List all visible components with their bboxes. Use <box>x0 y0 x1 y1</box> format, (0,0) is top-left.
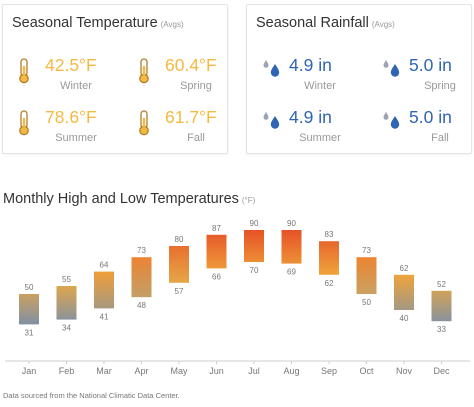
x-tick-label-feb: Feb <box>59 366 75 376</box>
temperature-bar-sep <box>319 241 339 275</box>
high-label-aug: 90 <box>287 219 296 228</box>
temperature-bar-jun <box>206 234 227 269</box>
chart-subtitle: (°F) <box>241 196 256 205</box>
low-label-aug: 69 <box>287 268 296 277</box>
chart-title-text: Monthly High and Low Temperatures <box>3 191 239 207</box>
raindrops-icon <box>381 58 403 85</box>
temperature-winter-label: Winter <box>60 80 92 92</box>
low-label-jan: 31 <box>25 328 34 337</box>
low-label-jun: 66 <box>212 272 221 281</box>
x-tick-label-aug: Aug <box>283 366 299 376</box>
temperature-spring-label: Spring <box>180 80 212 92</box>
temperature-bar-feb <box>56 286 77 320</box>
rainfall-summer-label: Summer <box>299 132 341 144</box>
x-tick-label-dec: Dec <box>433 366 450 376</box>
high-label-oct: 73 <box>362 246 371 255</box>
x-tick-label-mar: Mar <box>96 366 112 376</box>
seasonal-rainfall-title-text: Seasonal Rainfall <box>256 15 369 31</box>
temperature-winter: 42.5°F Winter <box>17 55 117 99</box>
low-label-dec: 33 <box>437 325 446 334</box>
rainfall-winter-label: Winter <box>304 80 336 92</box>
rainfall-winter: 4.9 in Winter <box>261 55 361 99</box>
temperature-bar-mar <box>94 271 114 309</box>
chart-title: Monthly High and Low Temperatures (°F) <box>3 190 255 208</box>
seasonal-temperature-card: Seasonal Temperature (Avgs) 42.5°F Winter 6… <box>2 4 228 154</box>
rainfall-spring-value: 5.0 in <box>409 55 452 75</box>
low-label-may: 57 <box>175 287 184 296</box>
temperature-spring-value: 60.4°F <box>165 55 217 75</box>
seasonal-temperature-title-text: Seasonal Temperature <box>12 15 158 31</box>
x-tick-label-jun: Jun <box>209 366 224 376</box>
raindrops-icon <box>381 110 403 137</box>
temperature-bar-may <box>169 246 189 283</box>
low-label-nov: 40 <box>400 314 409 323</box>
low-label-apr: 48 <box>137 301 146 310</box>
temperature-bar-aug <box>281 230 302 264</box>
low-label-jul: 70 <box>250 266 259 275</box>
rainfall-summer: 4.9 in Summer <box>261 107 361 151</box>
x-tick-label-nov: Nov <box>396 366 413 376</box>
high-label-jun: 87 <box>212 224 221 233</box>
temperature-summer-value: 78.6°F <box>45 107 97 127</box>
thermometer-icon <box>137 110 151 141</box>
temperature-winter-value: 42.5°F <box>45 55 97 75</box>
temperature-bar-nov <box>394 274 414 310</box>
x-tick-label-sep: Sep <box>321 366 337 376</box>
seasonal-temperature-subtitle: (Avgs) <box>160 20 184 29</box>
rainfall-fall-value: 5.0 in <box>409 107 452 127</box>
temperature-bar-jul <box>244 230 264 262</box>
high-label-mar: 64 <box>100 261 109 270</box>
raindrops-icon <box>261 58 283 85</box>
x-tick-label-may: May <box>170 366 188 376</box>
temperature-fall-value: 61.7°F <box>165 107 217 127</box>
high-label-nov: 62 <box>400 264 409 273</box>
raindrops-icon <box>261 110 283 137</box>
temperature-fall-label: Fall <box>187 132 205 144</box>
rainfall-fall-label: Fall <box>431 132 449 144</box>
temperature-bar-dec <box>431 290 452 322</box>
low-label-mar: 41 <box>100 312 109 321</box>
high-label-jul: 90 <box>250 219 259 228</box>
temperature-bar-apr <box>131 257 152 298</box>
data-source-footnote: Data sourced from the National Climatic … <box>3 391 180 400</box>
x-tick-label-oct: Oct <box>359 366 374 376</box>
thermometer-icon <box>137 58 151 89</box>
high-label-may: 80 <box>175 235 184 244</box>
temperature-bar-jan <box>19 294 39 325</box>
rainfall-summer-value: 4.9 in <box>289 107 332 127</box>
high-label-dec: 52 <box>437 280 446 289</box>
rainfall-spring-label: Spring <box>424 80 456 92</box>
seasonal-rainfall-card: Seasonal Rainfall (Avgs) 4.9 in Winter 5.0 … <box>246 4 472 154</box>
seasonal-rainfall-title: Seasonal Rainfall (Avgs) <box>256 14 395 32</box>
temperature-spring: 60.4°F Spring <box>137 55 237 99</box>
seasonal-rainfall-subtitle: (Avgs) <box>371 20 395 29</box>
rainfall-spring: 5.0 in Spring <box>381 55 474 99</box>
temperature-summer-label: Summer <box>55 132 97 144</box>
high-label-feb: 55 <box>62 275 71 284</box>
low-label-sep: 62 <box>325 279 334 288</box>
thermometer-icon <box>17 110 31 141</box>
high-label-sep: 83 <box>325 230 334 239</box>
x-tick-label-jan: Jan <box>22 366 37 376</box>
monthly-temperature-chart: 50 31 Jan 55 34 Feb 64 41 Mar 73 48 Apr 80 57 May 87 66 J… <box>5 219 470 376</box>
high-label-jan: 50 <box>25 283 34 292</box>
thermometer-icon <box>17 58 31 89</box>
low-label-oct: 50 <box>362 298 371 307</box>
x-tick-label-apr: Apr <box>134 366 148 376</box>
seasonal-temperature-title: Seasonal Temperature (Avgs) <box>12 14 184 32</box>
temperature-summer: 78.6°F Summer <box>17 107 117 151</box>
rainfall-fall: 5.0 in Fall <box>381 107 474 151</box>
temperature-fall: 61.7°F Fall <box>137 107 237 151</box>
low-label-feb: 34 <box>62 324 71 333</box>
rainfall-winter-value: 4.9 in <box>289 55 332 75</box>
x-tick-label-jul: Jul <box>248 366 260 376</box>
high-label-apr: 73 <box>137 246 146 255</box>
temperature-bar-oct <box>356 257 377 294</box>
